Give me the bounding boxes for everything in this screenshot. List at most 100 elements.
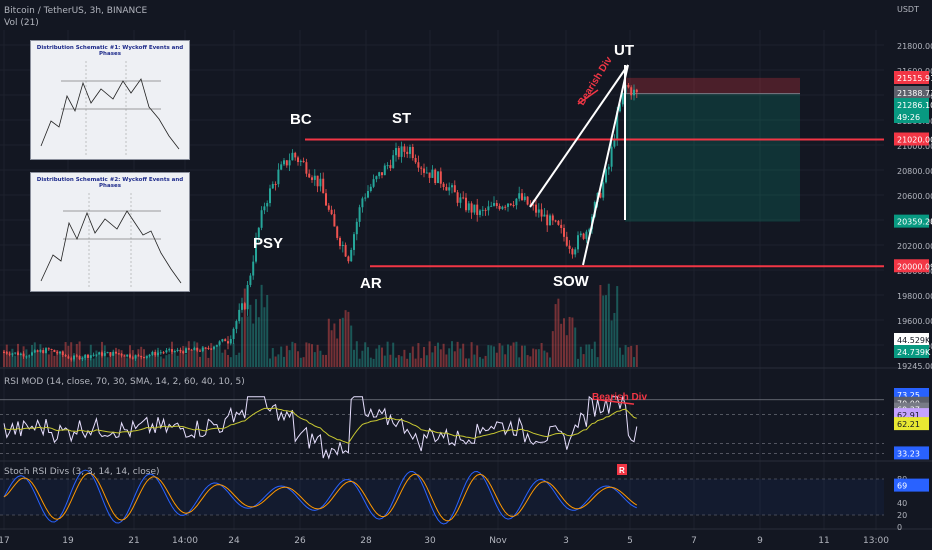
candle-body <box>579 233 582 236</box>
volume-header[interactable]: Vol (21) <box>4 18 39 28</box>
candle-body <box>73 355 75 360</box>
price-tick-label: 19245.00 <box>897 362 932 371</box>
schematic-diagram-2 <box>40 193 182 288</box>
candle-body <box>151 351 154 355</box>
candle-body <box>274 183 277 185</box>
volume-bar <box>283 356 285 367</box>
volume-bar <box>596 357 599 367</box>
volume-bar <box>532 348 535 367</box>
r-label: R <box>619 466 625 475</box>
volume-bar <box>431 352 434 367</box>
volume-bar <box>582 354 585 367</box>
volume-bar <box>227 354 229 367</box>
candle-body <box>470 203 473 213</box>
volume-bar <box>322 354 325 367</box>
volume-bar <box>462 343 465 367</box>
volume-bar <box>395 357 397 367</box>
schematic-title-2: Distribution Schematic #2: Wyckoff Event… <box>36 177 184 189</box>
candle-body <box>353 234 355 250</box>
volume-bar <box>512 342 515 367</box>
volume-bar <box>319 350 322 367</box>
candle-body <box>403 146 406 152</box>
stoch-header[interactable]: Stoch RSI Divs (3, 3, 14, 14, close) <box>4 467 160 477</box>
candle-body <box>481 209 484 211</box>
volume-bar <box>397 355 400 367</box>
volume-bar <box>470 342 473 367</box>
candle-body <box>484 209 487 211</box>
price-axis: USDT21800.0021600.0021400.0021200.002100… <box>894 5 932 532</box>
candle-body <box>271 183 274 189</box>
volume-bar <box>518 357 521 367</box>
volume-bar <box>73 358 75 367</box>
candle-body <box>487 206 490 211</box>
candle-body <box>11 353 14 355</box>
volume-bar <box>98 353 101 367</box>
volume-bar <box>425 355 428 367</box>
volume-bar <box>476 345 479 367</box>
candle-body <box>159 352 162 354</box>
candle-body <box>5 352 8 354</box>
rsi-axis-tag-bg <box>894 446 929 460</box>
time-tick-label: 26 <box>294 536 306 546</box>
time-tick-label: 19 <box>62 536 74 546</box>
candle-body <box>115 351 117 354</box>
price-tick-label: 21000.00 <box>897 142 932 151</box>
volume-bar <box>252 323 255 367</box>
volume-bar <box>159 356 162 367</box>
candle-body <box>61 351 64 356</box>
candle-body <box>627 84 630 88</box>
volume-bar <box>302 357 305 367</box>
volume-bar <box>299 357 302 367</box>
volume-bar <box>540 342 543 367</box>
candle-body <box>333 214 336 227</box>
time-tick-label: 28 <box>360 536 372 546</box>
volume-bar <box>364 342 367 367</box>
candle-body <box>442 183 445 187</box>
volume-bar <box>453 351 456 367</box>
volume-bar <box>543 350 546 367</box>
stoch-tick-label: 20 <box>897 511 907 520</box>
candles <box>3 82 638 362</box>
candle-body <box>428 172 431 178</box>
price-tick-label: 19600.00 <box>897 317 932 326</box>
rsi-header[interactable]: RSI MOD (14, close, 70, 30, SMA, 14, 2, … <box>4 377 245 387</box>
volume-bar <box>204 346 207 367</box>
volume-bar <box>241 317 243 367</box>
current-price-tag-2-bg <box>894 98 929 111</box>
candle-body <box>45 348 47 353</box>
volume-bar <box>630 345 633 367</box>
candle-body <box>39 350 42 352</box>
candle-body <box>347 256 350 262</box>
candle-body <box>176 349 179 352</box>
candle-body <box>162 352 165 354</box>
volume-bar <box>333 323 336 367</box>
candle-body <box>322 178 325 194</box>
candle-body <box>173 351 176 353</box>
volume-bar <box>350 325 353 367</box>
candle-body <box>70 358 73 360</box>
volume-tag-2-bg <box>894 345 929 358</box>
volume-bar <box>151 352 154 367</box>
rsi-ma-line <box>3 407 637 444</box>
candle-body <box>619 104 621 112</box>
volume-bar <box>316 344 319 367</box>
volume-bar <box>120 350 123 367</box>
candle-body <box>607 166 610 170</box>
volume-bar <box>109 353 112 367</box>
candle-body <box>316 175 319 187</box>
volume-tag-2: 24.739K <box>897 348 931 357</box>
candle-body <box>165 350 168 353</box>
countdown-tag-bg <box>894 110 929 123</box>
symbol-header[interactable]: Bitcoin / TetherUS, 3h, BINANCE <box>4 6 148 16</box>
volume-bar <box>386 341 389 367</box>
volume-bar <box>392 342 395 367</box>
candle-body <box>277 169 280 185</box>
volume-bar <box>185 354 187 367</box>
candle-body <box>577 235 579 250</box>
volume-bar <box>327 318 330 367</box>
volume-bar <box>355 341 358 367</box>
candle-body <box>103 353 106 356</box>
candle-body <box>36 350 39 352</box>
candle-body <box>196 347 199 351</box>
